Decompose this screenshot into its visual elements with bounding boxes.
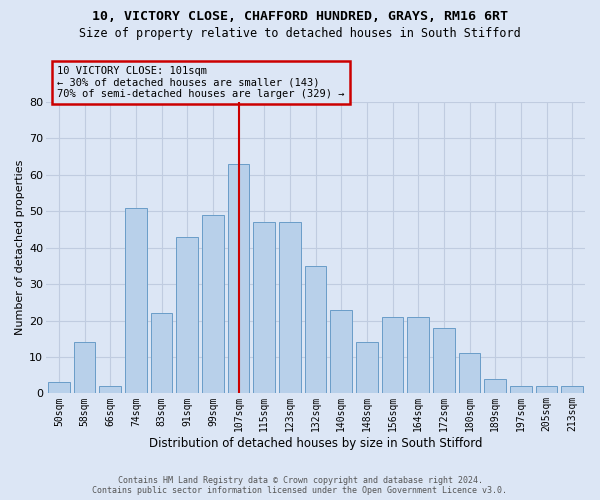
Bar [125,208,147,394]
Bar [305,266,326,394]
Bar [510,386,532,394]
Text: 10, VICTORY CLOSE, CHAFFORD HUNDRED, GRAYS, RM16 6RT: 10, VICTORY CLOSE, CHAFFORD HUNDRED, GRA… [92,10,508,23]
Bar [202,215,224,394]
Bar [227,164,250,394]
Bar [176,237,198,394]
Bar [458,354,481,394]
Text: Contains HM Land Registry data © Crown copyright and database right 2024.
Contai: Contains HM Land Registry data © Crown c… [92,476,508,495]
Text: 10 VICTORY CLOSE: 101sqm
← 30% of detached houses are smaller (143)
70% of semi-: 10 VICTORY CLOSE: 101sqm ← 30% of detach… [57,66,344,99]
Y-axis label: Number of detached properties: Number of detached properties [15,160,25,336]
Bar [279,222,301,394]
Text: Size of property relative to detached houses in South Stifford: Size of property relative to detached ho… [79,28,521,40]
X-axis label: Distribution of detached houses by size in South Stifford: Distribution of detached houses by size … [149,437,482,450]
Bar [356,342,378,394]
Bar [407,317,429,394]
Bar [484,379,506,394]
Bar [151,314,172,394]
Bar [48,382,70,394]
Bar [100,386,121,394]
Bar [382,317,403,394]
Bar [561,386,583,394]
Bar [74,342,95,394]
Bar [433,328,455,394]
Bar [536,386,557,394]
Bar [253,222,275,394]
Bar [330,310,352,394]
